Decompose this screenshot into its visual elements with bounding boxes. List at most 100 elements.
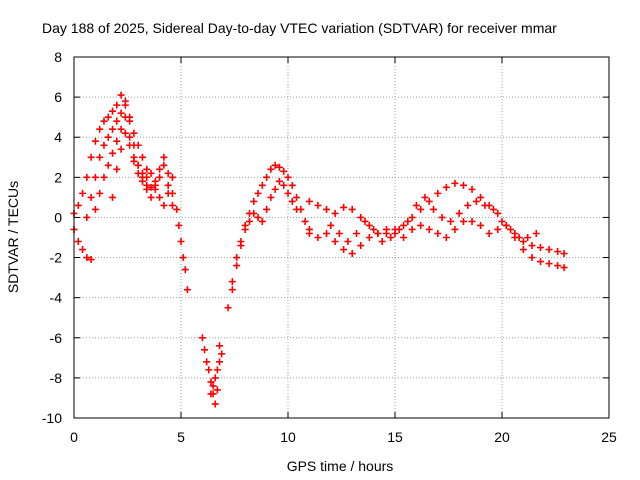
- data-point: [134, 141, 142, 149]
- data-point: [250, 209, 258, 217]
- data-point: [451, 179, 459, 187]
- data-point: [147, 183, 155, 191]
- data-point: [357, 213, 365, 221]
- data-point: [408, 213, 416, 221]
- data-point: [305, 197, 313, 205]
- data-point: [83, 173, 91, 181]
- data-point: [271, 185, 279, 193]
- data-point: [464, 201, 472, 209]
- data-point: [205, 366, 213, 374]
- data-point: [365, 221, 373, 229]
- data-point: [117, 125, 125, 133]
- data-point: [216, 342, 224, 350]
- data-point: [147, 169, 155, 177]
- data-point: [468, 185, 476, 193]
- data-point: [233, 262, 241, 270]
- data-point: [91, 173, 99, 181]
- data-point: [203, 358, 211, 366]
- data-point: [209, 382, 217, 390]
- data-point: [96, 153, 104, 161]
- data-point: [280, 181, 288, 189]
- data-point: [130, 153, 138, 161]
- data-point: [425, 197, 433, 205]
- data-point: [400, 234, 408, 241]
- grid-layer: [74, 57, 609, 418]
- data-point: [485, 229, 493, 237]
- data-point: [511, 229, 519, 237]
- data-point: [560, 250, 568, 258]
- data-point: [524, 234, 532, 241]
- data-point: [121, 113, 129, 121]
- data-point: [412, 201, 420, 209]
- data-point: [245, 217, 253, 225]
- data-point: [370, 225, 378, 233]
- data-point: [494, 225, 502, 233]
- data-point: [100, 141, 108, 149]
- data-point: [126, 141, 134, 149]
- data-point: [284, 189, 292, 197]
- ticks-layer: 0 5 10 15 20 25 -10 -8 -6 -4 -2 0 2 4 6 8: [42, 49, 617, 445]
- data-point: [361, 217, 369, 225]
- data-point: [104, 133, 112, 141]
- data-point: [168, 173, 176, 181]
- y-tick-label: 8: [54, 49, 62, 65]
- data-point: [160, 161, 168, 169]
- data-point: [537, 244, 545, 252]
- series-track-a: [70, 91, 181, 217]
- data-point: [267, 165, 275, 173]
- data-point: [519, 246, 527, 254]
- data-point: [207, 378, 215, 386]
- data-point: [348, 205, 356, 213]
- data-point: [532, 229, 540, 237]
- series-track-i: [228, 177, 301, 294]
- data-point: [459, 217, 467, 225]
- data-point: [109, 193, 117, 201]
- data-point: [87, 193, 95, 201]
- data-point: [156, 173, 164, 181]
- data-point: [293, 193, 301, 201]
- x-tick-label: 25: [601, 429, 617, 445]
- points-layer: [70, 91, 568, 408]
- data-point: [434, 229, 442, 237]
- data-point: [455, 209, 463, 217]
- data-point: [494, 209, 502, 217]
- data-point: [489, 205, 497, 213]
- data-point: [117, 109, 125, 117]
- data-point: [438, 213, 446, 221]
- data-point: [83, 254, 91, 262]
- series-track-k: [305, 217, 568, 272]
- data-point: [91, 137, 99, 145]
- data-point: [344, 238, 352, 246]
- data-point: [113, 137, 121, 145]
- data-point: [340, 203, 348, 211]
- data-point: [335, 229, 343, 237]
- data-point: [100, 173, 108, 181]
- data-point: [237, 242, 245, 250]
- data-point: [74, 238, 82, 246]
- data-point: [117, 145, 125, 153]
- x-axis-label: GPS time / hours: [287, 458, 394, 474]
- data-point: [183, 286, 191, 294]
- data-point: [554, 262, 562, 270]
- data-point: [109, 107, 117, 115]
- data-point: [143, 165, 151, 173]
- data-point: [314, 234, 322, 241]
- data-point: [74, 201, 82, 209]
- series-track-d: [109, 129, 151, 201]
- data-point: [198, 334, 206, 342]
- data-point: [211, 374, 219, 382]
- data-point: [83, 213, 91, 221]
- x-tick-label: 15: [387, 429, 403, 445]
- data-point: [117, 91, 125, 99]
- series-track-c: [83, 109, 176, 221]
- data-point: [134, 161, 142, 169]
- data-point: [79, 189, 87, 197]
- y-tick-label: -6: [50, 330, 63, 346]
- data-point: [126, 133, 134, 141]
- data-point: [138, 153, 146, 161]
- data-point: [254, 189, 262, 197]
- x-tick-label: 20: [494, 429, 510, 445]
- data-point: [284, 173, 292, 181]
- data-point: [181, 266, 189, 274]
